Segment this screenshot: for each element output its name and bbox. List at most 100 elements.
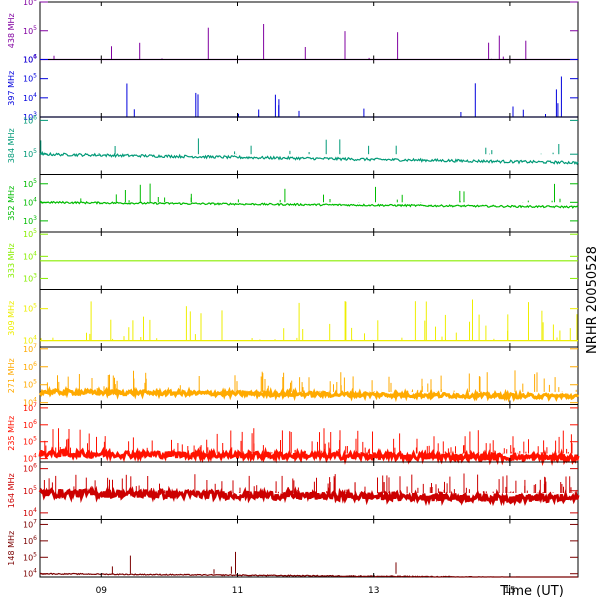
panel-label: 352 MHz bbox=[7, 186, 16, 221]
y-tick-label: 104 bbox=[23, 54, 37, 65]
y-tick-label: 106 bbox=[23, 535, 37, 546]
series-line bbox=[38, 484, 580, 507]
y-tick-exponent: 5 bbox=[33, 485, 37, 492]
y-tick-exponent: 3 bbox=[33, 215, 37, 222]
series-line bbox=[38, 385, 580, 403]
y-tick-label: 106 bbox=[23, 114, 37, 125]
y-tick-label: 104 bbox=[23, 453, 37, 464]
y-tick-exponent: 5 bbox=[33, 73, 37, 80]
panel-7: 104 105 106 107 235 MHz bbox=[7, 402, 580, 467]
panel-2: 105 106 384 MHz bbox=[7, 114, 579, 175]
series-line bbox=[39, 200, 579, 209]
y-tick-label: 105 bbox=[23, 485, 37, 496]
y-tick-label: 104 bbox=[23, 568, 37, 579]
y-tick-exponent: 4 bbox=[33, 196, 37, 203]
y-tick-label: 105 bbox=[23, 178, 37, 189]
y-tick-label: 104 bbox=[23, 335, 37, 346]
panel-frame bbox=[39, 1, 579, 60]
y-tick-exponent: 3 bbox=[33, 272, 37, 279]
panel-frame bbox=[39, 519, 579, 578]
y-tick-label: 104 bbox=[23, 92, 37, 103]
x-tick-label: 13 bbox=[368, 586, 379, 596]
x-axis: 09 11 13 15 bbox=[96, 586, 516, 596]
panel-0: 104 105 106 438 MHz bbox=[7, 0, 579, 65]
y-tick-label: 105 bbox=[23, 436, 37, 447]
panel-frame bbox=[39, 116, 579, 175]
side-title: NRHR 20050528 bbox=[585, 246, 600, 354]
y-tick-label: 105 bbox=[23, 303, 37, 314]
y-tick-exponent: 5 bbox=[33, 25, 37, 32]
y-tick-exponent: 6 bbox=[33, 54, 37, 61]
y-tick-label: 106 bbox=[23, 463, 37, 474]
y-tick-exponent: 5 bbox=[33, 551, 37, 558]
series-line bbox=[38, 445, 580, 467]
y-tick-label: 105 bbox=[23, 25, 37, 36]
y-tick-exponent: 4 bbox=[33, 397, 37, 404]
y-tick-exponent: 5 bbox=[33, 148, 37, 155]
panel-8: 104 105 106 164 MHz bbox=[7, 461, 580, 520]
y-tick-label: 106 bbox=[23, 0, 37, 7]
y-tick-exponent: 5 bbox=[33, 228, 37, 235]
y-tick-label: 107 bbox=[23, 343, 37, 354]
y-tick-label: 103 bbox=[23, 272, 37, 283]
y-tick-label: 106 bbox=[23, 361, 37, 372]
panel-label: 333 MHz bbox=[7, 243, 16, 278]
panel-label: 271 MHz bbox=[7, 358, 16, 393]
panel-3: 103 104 105 352 MHz bbox=[7, 174, 579, 233]
series-line bbox=[39, 572, 578, 578]
y-tick-exponent: 4 bbox=[33, 250, 37, 257]
panel-label: 148 MHz bbox=[7, 531, 16, 566]
y-tick-exponent: 3 bbox=[33, 111, 37, 118]
y-tick-label: 104 bbox=[23, 250, 37, 261]
y-tick-exponent: 4 bbox=[33, 54, 37, 61]
y-tick-label: 105 bbox=[23, 228, 37, 239]
y-tick-exponent: 5 bbox=[33, 436, 37, 443]
y-tick-exponent: 4 bbox=[33, 335, 37, 342]
y-tick-exponent: 7 bbox=[33, 402, 37, 409]
y-tick-exponent: 7 bbox=[33, 518, 37, 525]
y-tick-label: 105 bbox=[23, 148, 37, 159]
y-tick-label: 104 bbox=[23, 196, 37, 207]
y-tick-exponent: 6 bbox=[33, 419, 37, 426]
panel-frame bbox=[39, 289, 579, 348]
y-tick-exponent: 5 bbox=[33, 178, 37, 185]
y-tick-exponent: 6 bbox=[33, 114, 37, 121]
x-axis-label: Time (UT) bbox=[499, 584, 564, 599]
panel-5: 104 105 309 MHz bbox=[7, 289, 579, 348]
panel-label: 164 MHz bbox=[7, 473, 16, 508]
y-tick-exponent: 4 bbox=[33, 507, 37, 514]
panel-6: 104 105 106 107 271 MHz bbox=[7, 343, 580, 408]
panel-1: 103 104 105 106 397 MHz bbox=[7, 54, 579, 122]
y-tick-exponent: 6 bbox=[33, 0, 37, 3]
y-tick-label: 104 bbox=[23, 507, 37, 518]
y-tick-exponent: 6 bbox=[33, 535, 37, 542]
y-tick-label: 104 bbox=[23, 397, 37, 408]
y-tick-label: 105 bbox=[23, 379, 37, 390]
y-tick-exponent: 7 bbox=[33, 343, 37, 350]
y-tick-exponent: 6 bbox=[33, 361, 37, 368]
y-tick-exponent: 4 bbox=[33, 92, 37, 99]
x-tick-label: 09 bbox=[96, 586, 108, 596]
x-tick-label: 15 bbox=[504, 586, 515, 596]
y-tick-exponent: 4 bbox=[33, 453, 37, 460]
series-line bbox=[39, 151, 579, 166]
y-tick-label: 105 bbox=[23, 551, 37, 562]
panel-4: 103 104 105 333 MHz bbox=[7, 228, 579, 290]
panel-label: 438 MHz bbox=[7, 13, 16, 48]
x-tick-label: 11 bbox=[232, 586, 243, 596]
panel-frame bbox=[39, 59, 579, 118]
y-tick-label: 107 bbox=[23, 518, 37, 529]
y-tick-exponent: 6 bbox=[33, 463, 37, 470]
y-tick-label: 103 bbox=[23, 215, 37, 226]
panel-label: 384 MHz bbox=[7, 128, 16, 163]
y-tick-exponent: 4 bbox=[33, 568, 37, 575]
panel-label: 235 MHz bbox=[7, 416, 16, 451]
panel-label: 309 MHz bbox=[7, 301, 16, 336]
y-tick-label: 106 bbox=[23, 54, 37, 65]
y-tick-label: 106 bbox=[23, 419, 37, 430]
y-tick-exponent: 5 bbox=[33, 379, 37, 386]
y-tick-label: 105 bbox=[23, 73, 37, 84]
